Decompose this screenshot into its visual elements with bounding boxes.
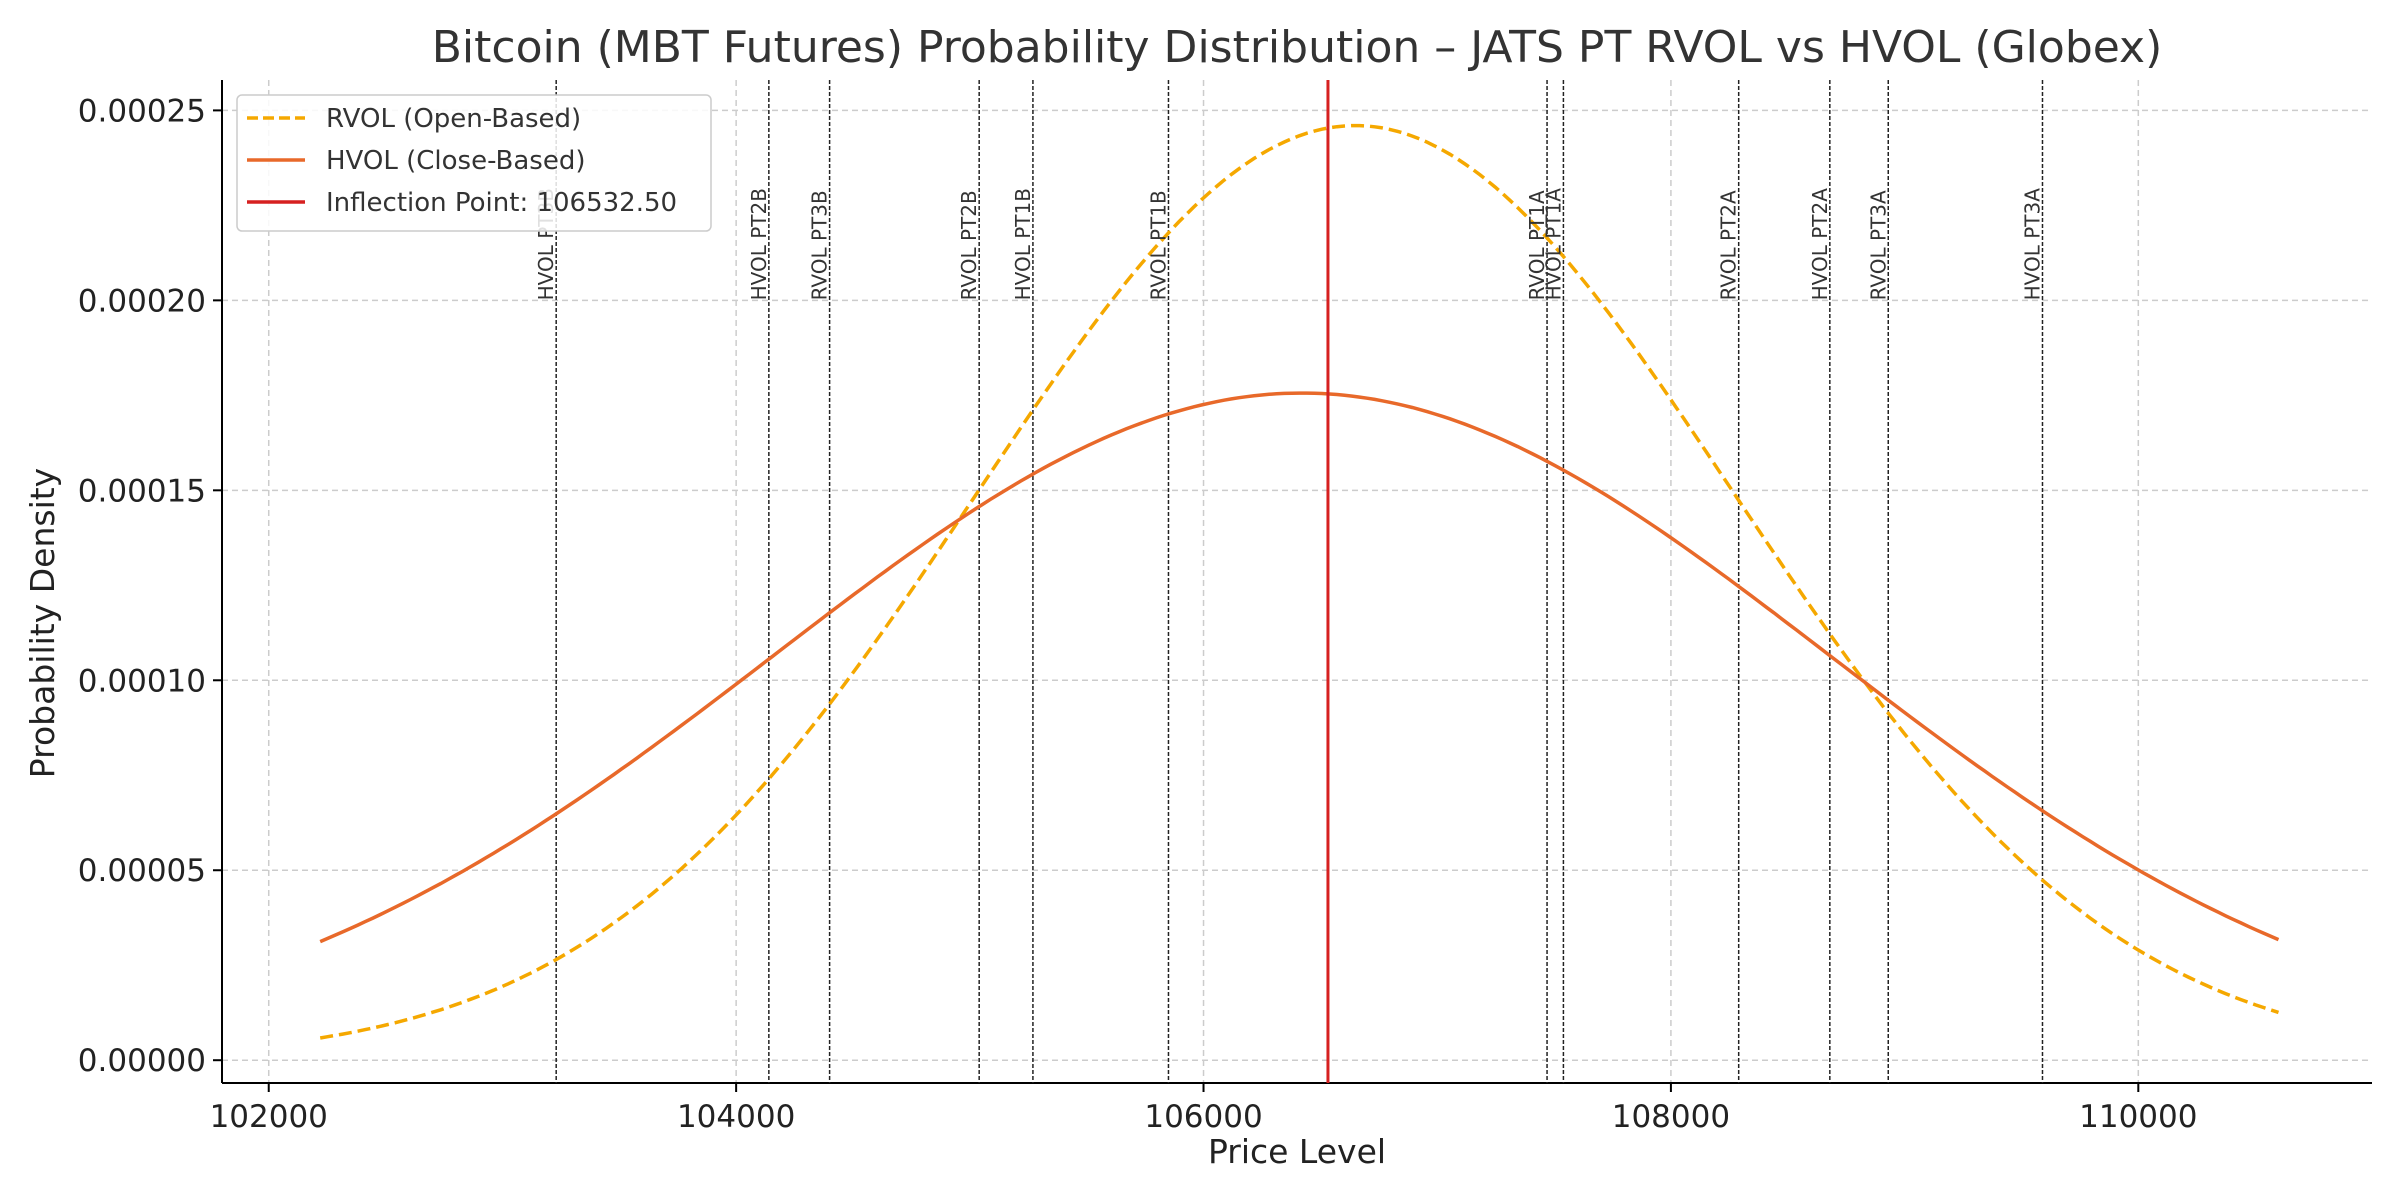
price-target-label: RVOL PT1A bbox=[1525, 190, 1549, 300]
x-tick-label: 108000 bbox=[1612, 1099, 1730, 1135]
price-target-label: HVOL PT3A bbox=[2021, 188, 2045, 301]
price-target-label: HVOL PT1B bbox=[1011, 188, 1035, 300]
y-tick-label: 0.00005 bbox=[78, 853, 206, 889]
grid bbox=[222, 80, 2372, 1083]
price-target-lines bbox=[555, 80, 2044, 1083]
price-target-label: RVOL PT3B bbox=[808, 190, 832, 300]
y-tick-label: 0.00025 bbox=[78, 93, 206, 129]
y-tick-label: 0.00010 bbox=[78, 663, 206, 699]
x-tick-label: 104000 bbox=[677, 1099, 795, 1135]
x-axis-label: Price Level bbox=[1208, 1132, 1386, 1171]
legend-item-inflection-label: Inflection Point: 106532.50 bbox=[326, 188, 677, 218]
y-ticks: 0.00000 0.00005 0.00010 0.00015 0.00020 0.000… bbox=[78, 93, 222, 1079]
legend-item-hvol-label: HVOL (Close-Based) bbox=[326, 146, 585, 176]
distribution-curves bbox=[319, 123, 2280, 1040]
y-tick-label: 0.00015 bbox=[78, 473, 206, 509]
y-tick-label: 0.00000 bbox=[78, 1043, 206, 1079]
price-target-label: HVOL PT2B bbox=[747, 188, 771, 300]
y-axis-label: Probability Density bbox=[23, 468, 62, 778]
x-tick-label: 110000 bbox=[2079, 1099, 2197, 1135]
chart-title: Bitcoin (MBT Futures) Probability Distri… bbox=[432, 22, 2163, 73]
price-target-label: RVOL PT2A bbox=[1717, 190, 1741, 300]
hvol-curve bbox=[319, 391, 2280, 944]
price-target-label: HVOL PT2A bbox=[1808, 188, 1832, 301]
axes bbox=[221, 80, 2372, 1084]
price-target-labels: HVOL PT3B HVOL PT2B RVOL PT3B RVOL PT2B HVOL… bbox=[534, 188, 2044, 301]
price-target-label: RVOL PT1B bbox=[1147, 190, 1171, 300]
x-tick-label: 102000 bbox=[210, 1099, 328, 1135]
y-tick-label: 0.00020 bbox=[78, 283, 206, 319]
legend-item-rvol-label: RVOL (Open-Based) bbox=[326, 104, 581, 134]
rvol-curve bbox=[319, 123, 2280, 1040]
price-target-label: RVOL PT3A bbox=[1866, 190, 1890, 300]
x-tick-label: 106000 bbox=[1144, 1099, 1262, 1135]
price-target-label: RVOL PT2B bbox=[957, 190, 981, 300]
price-target-label: HVOL PT1A bbox=[1541, 188, 1565, 301]
legend-box bbox=[236, 94, 712, 232]
x-ticks: 102000 104000 106000 108000 110000 bbox=[210, 1083, 2197, 1135]
legend: RVOL (Open-Based) HVOL (Close-Based) Infle… bbox=[236, 94, 712, 232]
